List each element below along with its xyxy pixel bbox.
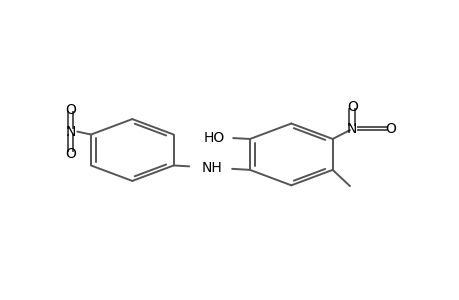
Text: N: N xyxy=(65,124,76,139)
Text: NH: NH xyxy=(201,161,222,175)
Text: N: N xyxy=(346,122,357,136)
Text: O: O xyxy=(346,100,357,114)
Text: O: O xyxy=(65,103,76,116)
Text: O: O xyxy=(65,147,76,161)
Text: O: O xyxy=(385,122,395,136)
Text: HO: HO xyxy=(203,131,224,145)
